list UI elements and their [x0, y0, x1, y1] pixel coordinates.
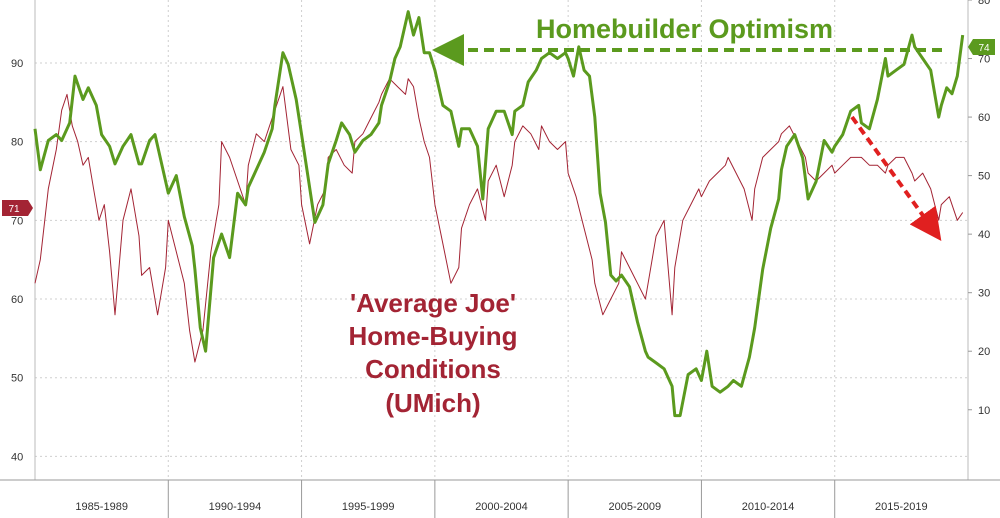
- red-annotation-line-4: (UMich): [385, 388, 480, 418]
- period-label: 2015-2019: [875, 501, 928, 513]
- period-label: 2000-2004: [475, 501, 528, 513]
- right-badge-value: 74: [978, 43, 990, 54]
- left-tick-label: 60: [11, 294, 23, 306]
- red-annotation-line-3: Conditions: [365, 354, 501, 384]
- left-last-value-badge: 71: [2, 200, 33, 216]
- right-tick-label: 80: [978, 0, 990, 7]
- grid-lines: [35, 0, 968, 480]
- red-annotation-line-1: 'Average Joe': [350, 288, 516, 318]
- period-label: 1990-1994: [209, 501, 262, 513]
- left-tick-label: 50: [11, 373, 23, 385]
- right-tick-label: 20: [978, 346, 990, 358]
- period-label: 1985-1989: [75, 501, 128, 513]
- period-label: 1995-1999: [342, 501, 395, 513]
- right-tick-label: 10: [978, 405, 990, 417]
- right-last-value-badge: 74: [968, 39, 995, 55]
- left-tick-label: 70: [11, 215, 23, 227]
- left-tick-label: 90: [11, 58, 23, 70]
- right-tick-label: 70: [978, 54, 990, 66]
- series-lines: [33, 10, 965, 418]
- right-tick-label: 60: [978, 112, 990, 124]
- right-tick-label: 40: [978, 229, 990, 241]
- homebuilder-optimism-line: [33, 10, 965, 418]
- right-tick-label: 30: [978, 288, 990, 300]
- left-badge-value: 71: [8, 204, 20, 215]
- green-series-annotation: Homebuilder Optimism: [536, 14, 833, 44]
- umich-home-buying-line: [34, 78, 964, 363]
- left-tick-label: 80: [11, 137, 23, 149]
- period-label: 2010-2014: [742, 501, 795, 513]
- left-tick-label: 40: [11, 451, 23, 463]
- red-dashed-arrow: [850, 115, 942, 241]
- period-label: 2005-2009: [608, 501, 661, 513]
- red-annotation-line-2: Home-Buying: [349, 321, 518, 351]
- right-tick-label: 50: [978, 171, 990, 183]
